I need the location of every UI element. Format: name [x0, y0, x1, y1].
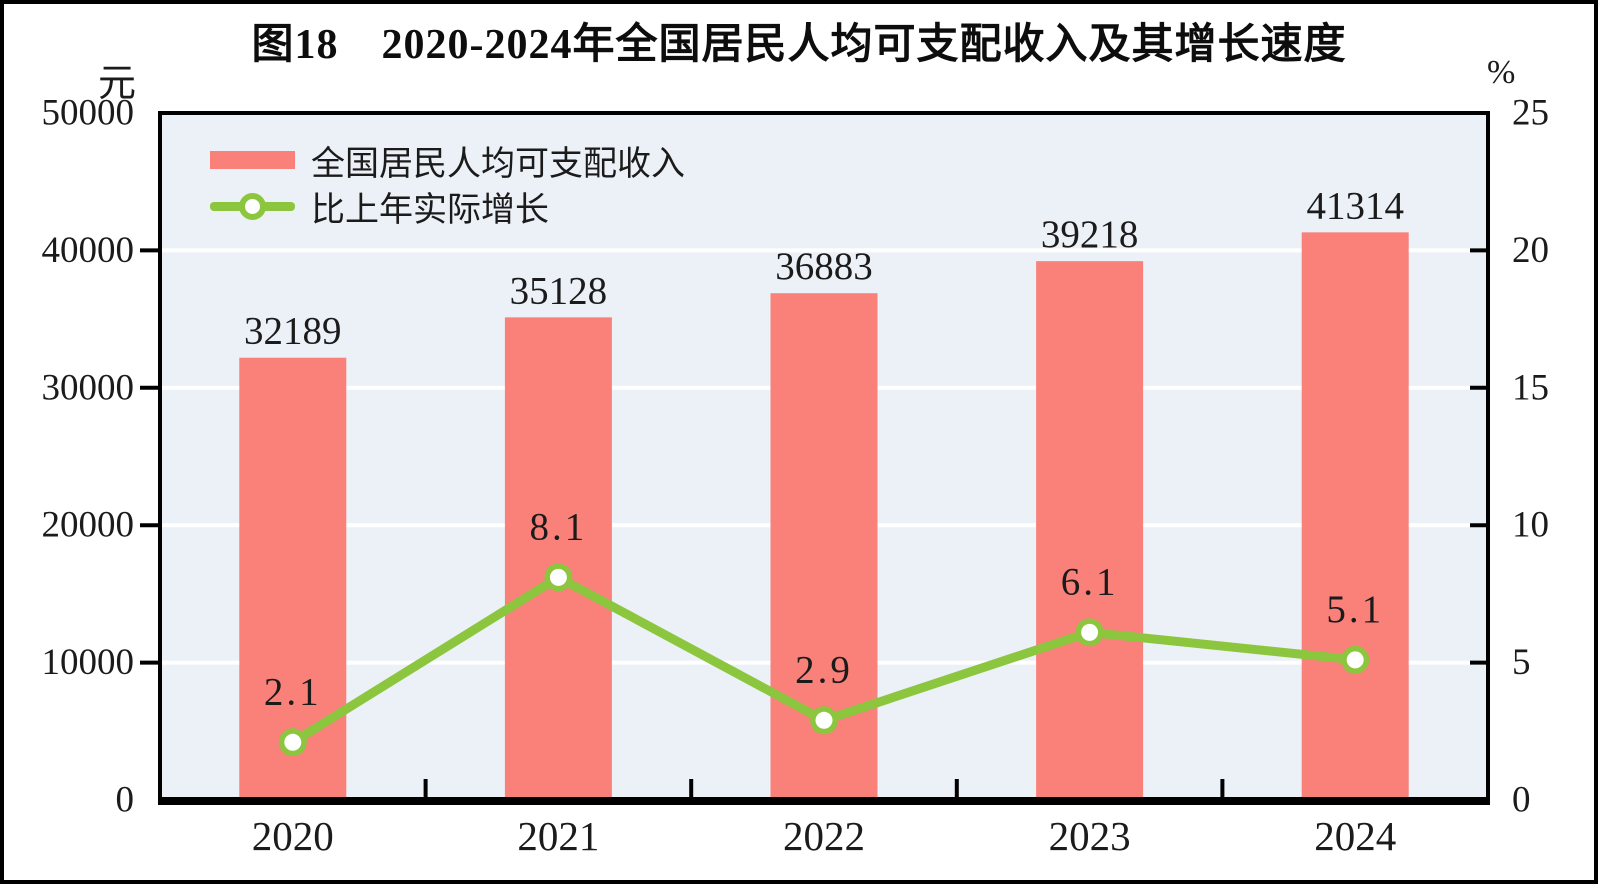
x-category-label-2021: 2021	[517, 813, 599, 859]
bar-2024	[1301, 232, 1409, 800]
marker-2023	[1081, 623, 1099, 641]
left-tick-label-40000: 40000	[42, 230, 135, 271]
right-axis-unit-label: %	[1487, 54, 1516, 91]
bar-2020	[239, 357, 347, 800]
bar-value-label-2021: 35128	[510, 269, 608, 312]
left-tick-label-20000: 20000	[42, 505, 135, 546]
legend-growth-label: 比上年实际增长	[311, 191, 549, 229]
marker-2020	[284, 733, 302, 751]
marker-2024	[1346, 651, 1364, 669]
left-tick-label-50000: 50000	[42, 93, 135, 134]
bar-2021	[504, 317, 612, 800]
growth-value-label-2023: 6.1	[1061, 560, 1119, 603]
legend: 全国居民人均可支配收入 比上年实际增长	[210, 142, 685, 229]
left-tick-label-10000: 10000	[42, 642, 135, 683]
right-tick-label-0: 0	[1512, 780, 1531, 821]
legend-income-label: 全国居民人均可支配收入	[311, 145, 685, 183]
bar-value-label-2022: 36883	[775, 245, 873, 288]
right-tick-label-25: 25	[1512, 93, 1549, 134]
legend-line-swatch-icon	[210, 188, 295, 224]
bar-2023	[1036, 261, 1144, 801]
growth-value-label-2024: 5.1	[1326, 588, 1384, 631]
right-tick-label-20: 20	[1512, 230, 1549, 271]
x-category-label-2022: 2022	[783, 813, 865, 859]
legend-item-income: 全国居民人均可支配收入	[210, 142, 685, 183]
growth-value-label-2022: 2.9	[795, 648, 853, 691]
marker-2021	[549, 568, 567, 586]
chart-canvas: 32189 35128 36883 39218 41314 2.1 8.1 2.9 6.1 5.1…	[42, 93, 1550, 860]
legend-bar-swatch-icon	[210, 142, 295, 178]
bar-value-label-2024: 41314	[1306, 184, 1404, 227]
x-category-label-2020: 2020	[252, 813, 334, 859]
right-tick-label-10: 10	[1512, 505, 1549, 546]
left-axis-unit-label: 元	[98, 63, 137, 105]
growth-value-label-2021: 8.1	[530, 505, 588, 548]
left-tick-label-30000: 30000	[42, 367, 135, 408]
bar-value-label-2023: 39218	[1041, 213, 1139, 256]
legend-item-growth: 比上年实际增长	[210, 188, 685, 229]
bar-swatch-icon	[210, 151, 295, 169]
x-category-label-2023: 2023	[1049, 813, 1131, 859]
chart-title: 图18 2020-2024年全国居民人均可支配收入及其增长速度	[251, 22, 1347, 68]
growth-value-label-2020: 2.1	[264, 670, 322, 713]
right-tick-label-15: 15	[1512, 367, 1549, 408]
right-tick-label-5: 5	[1512, 642, 1531, 683]
marker-2022	[815, 711, 833, 729]
line-marker-icon	[239, 193, 266, 220]
left-tick-label-0: 0	[116, 780, 135, 821]
bar-value-label-2020: 32189	[244, 310, 342, 353]
x-category-label-2024: 2024	[1314, 813, 1396, 859]
